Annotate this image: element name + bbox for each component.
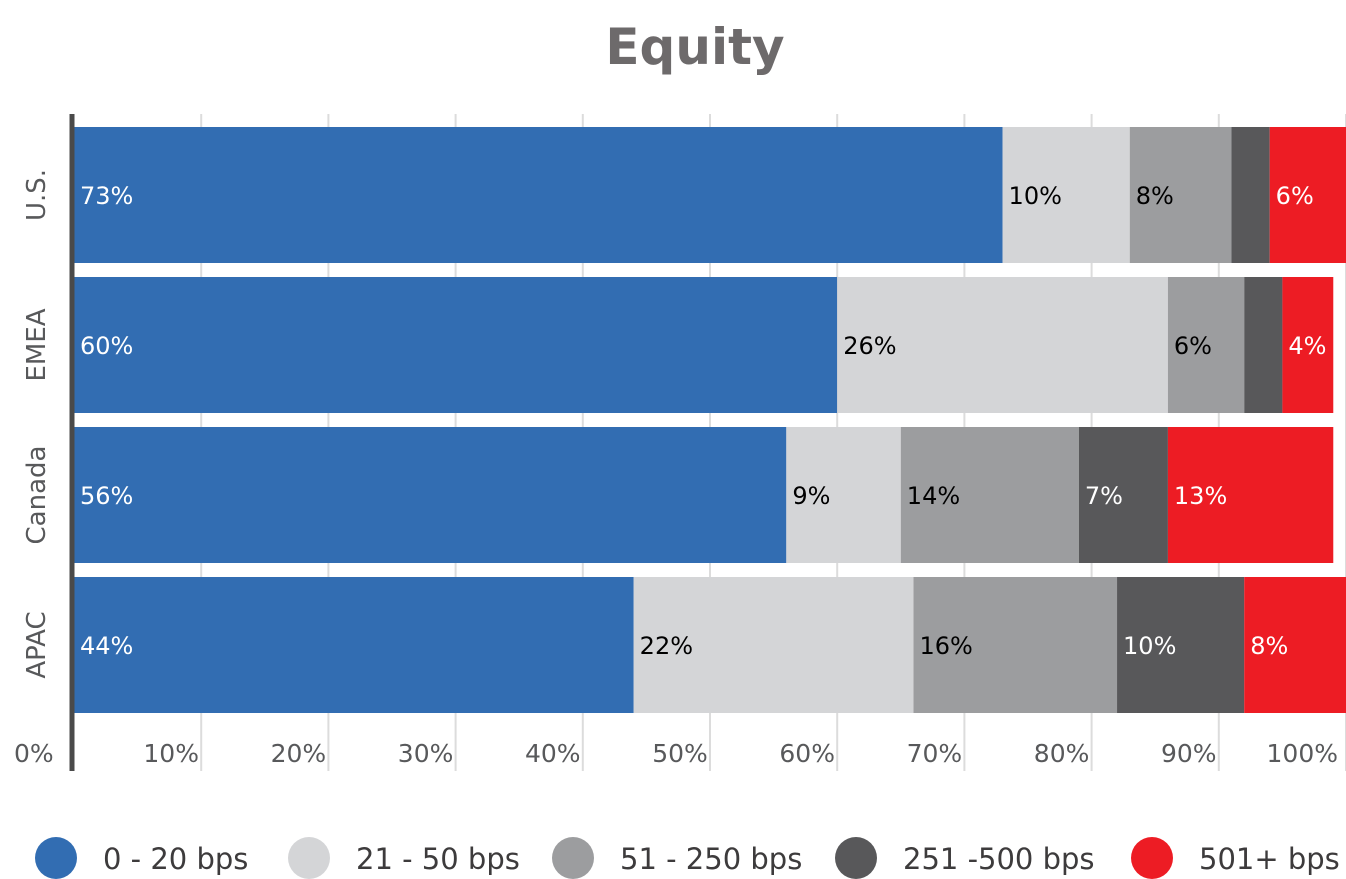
data-label: 6% [1276, 182, 1314, 210]
x-tick-label: 10% [143, 739, 199, 768]
data-label: 4% [1288, 332, 1326, 360]
category-label: APAC [22, 611, 52, 678]
data-label: 44% [80, 632, 133, 660]
x-tick-label: 90% [1161, 739, 1217, 768]
category-label: EMEA [22, 308, 52, 381]
x-tick-label: 70% [907, 739, 963, 768]
x-tick-label: 50% [652, 739, 708, 768]
legend-label: 21 - 50 bps [356, 842, 520, 876]
bar-segment [74, 127, 1003, 263]
legend-label: 251 -500 bps [903, 842, 1095, 876]
data-label: 10% [1009, 182, 1062, 210]
chart-title: Equity [605, 18, 784, 76]
x-tick-label: 0% [14, 739, 54, 768]
data-label: 13% [1174, 482, 1227, 510]
bar-segment [1231, 127, 1270, 263]
bar-segment [1244, 577, 1346, 713]
data-label: 6% [1174, 332, 1212, 360]
bars: 73% 10% 8% 6% 60% 26% 6% 4% 56% 9% 14% 7% 13% 44% 22% 1… [74, 127, 1346, 713]
bar-segment [1129, 127, 1232, 263]
bar-segment [900, 427, 1079, 563]
bar-segment [1117, 577, 1245, 713]
x-tick-labels: 0% 10% 20% 30% 40% 50% 60% 70% 80% 90% 100% [14, 739, 1338, 768]
legend-swatch [35, 837, 77, 879]
legend-swatch [835, 837, 877, 879]
data-label: 16% [920, 632, 973, 660]
data-label: 60% [80, 332, 133, 360]
legend-swatch [552, 837, 594, 879]
data-label: 73% [80, 182, 133, 210]
bar-segment [837, 277, 1168, 413]
bar-segment [74, 577, 634, 713]
bar-segment [1282, 277, 1334, 413]
x-tick-label: 60% [779, 739, 835, 768]
category-labels: U.S. EMEA Canada APAC [22, 169, 52, 679]
legend-label: 51 - 250 bps [620, 842, 802, 876]
bar-segment [74, 427, 787, 563]
bar-segment [1002, 127, 1130, 263]
data-label: 8% [1250, 632, 1288, 660]
data-label: 10% [1123, 632, 1176, 660]
legend-swatch [288, 837, 330, 879]
data-label: 14% [907, 482, 960, 510]
x-tick-label: 100% [1267, 739, 1338, 768]
bar-segment [1167, 277, 1245, 413]
legend-label: 501+ bps [1199, 842, 1340, 876]
bar-segment [1167, 427, 1334, 563]
x-tick-label: 80% [1034, 739, 1090, 768]
bar-segment [1078, 427, 1168, 563]
category-label: Canada [22, 446, 52, 545]
bar-segment [74, 277, 838, 413]
bar-segment [1244, 277, 1283, 413]
data-label: 26% [843, 332, 896, 360]
legend-label: 0 - 20 bps [103, 842, 248, 876]
bar-segment [913, 577, 1118, 713]
data-label: 22% [640, 632, 693, 660]
bar-segment [633, 577, 914, 713]
data-label: 9% [792, 482, 830, 510]
bar-segment [1269, 127, 1346, 263]
x-tick-label: 20% [271, 739, 327, 768]
bar-segment [786, 427, 901, 563]
x-tick-label: 40% [525, 739, 581, 768]
x-tick-label: 30% [398, 739, 454, 768]
data-label: 56% [80, 482, 133, 510]
legend-swatch [1131, 837, 1173, 879]
legend: 0 - 20 bps 21 - 50 bps 51 - 250 bps 251 -50… [35, 837, 1340, 879]
data-label: 7% [1085, 482, 1123, 510]
category-label: U.S. [22, 169, 52, 221]
data-label: 8% [1136, 182, 1174, 210]
